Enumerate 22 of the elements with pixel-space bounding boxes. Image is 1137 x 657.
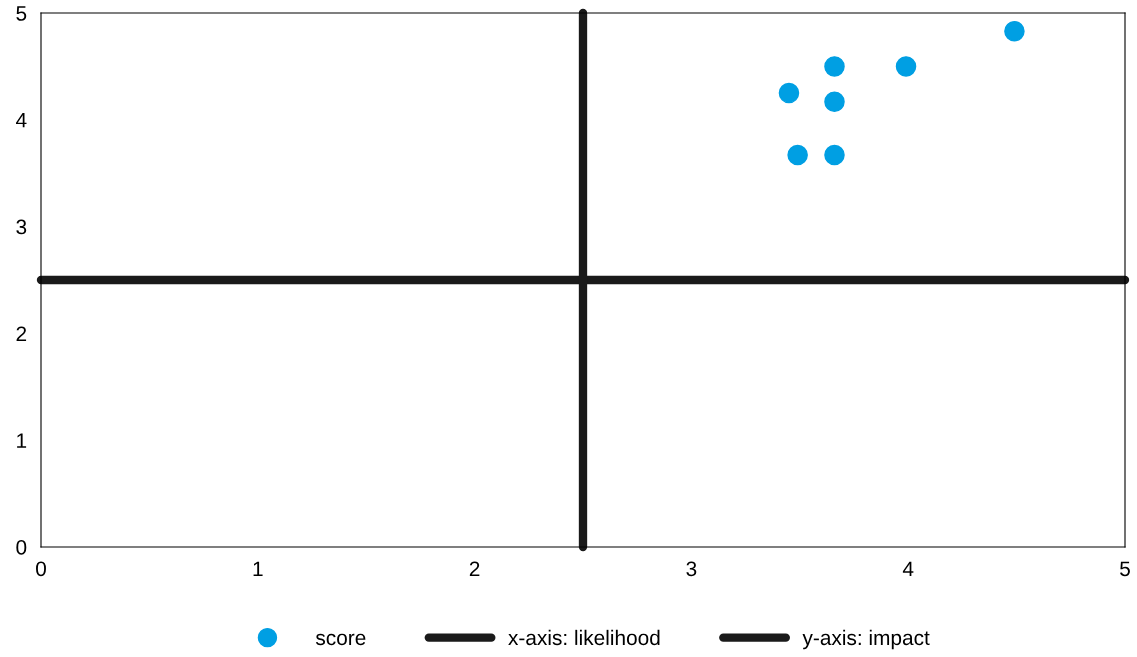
legend-label: y-axis: impact	[802, 629, 930, 650]
point	[824, 91, 845, 112]
x-tick-label: 2	[469, 561, 480, 576]
y-tick-label: 2	[16, 326, 27, 341]
x-tick-label: 0	[36, 561, 46, 577]
y-tick-label: 1	[17, 433, 27, 448]
point	[778, 82, 800, 104]
point	[824, 56, 845, 77]
point	[1004, 20, 1025, 42]
legend-label: x-axis: likelihood	[508, 629, 660, 646]
y-tick-label: 5	[16, 6, 27, 21]
point	[787, 144, 808, 166]
x-tick-label: 4	[902, 561, 914, 576]
y-tick-label: 4	[16, 113, 27, 128]
point	[895, 56, 917, 77]
point	[824, 144, 845, 166]
x-tick-label: 1	[253, 561, 263, 576]
x-tick-label: 3	[686, 561, 697, 577]
legend-label: score	[315, 633, 366, 646]
y-tick-label: 0	[16, 540, 27, 555]
y-tick-label: 3	[16, 219, 27, 235]
x-tick-label: 5	[1120, 561, 1130, 577]
